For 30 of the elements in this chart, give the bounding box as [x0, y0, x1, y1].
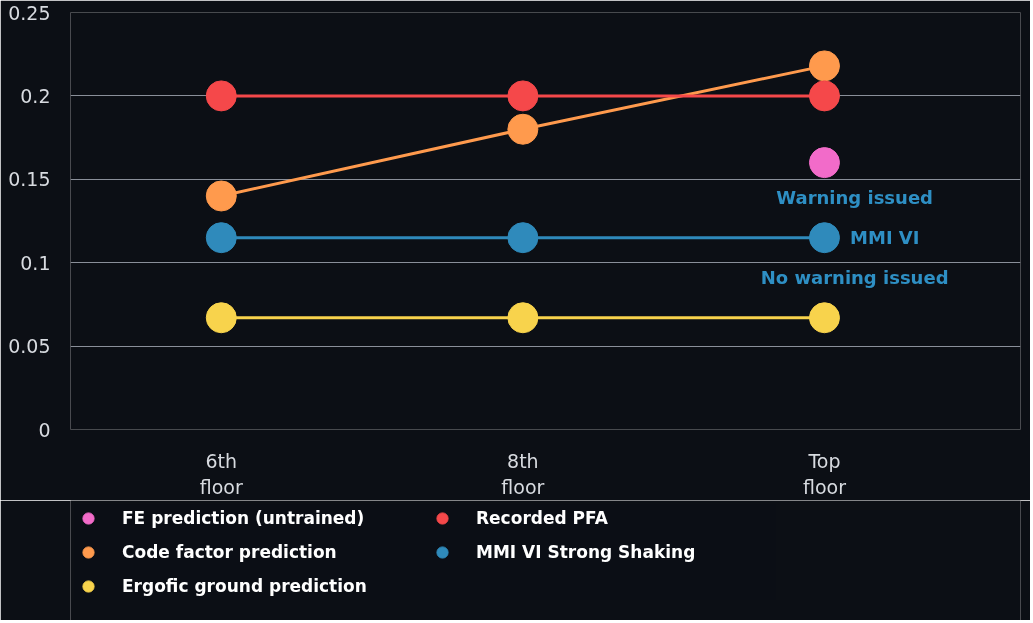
point: [205, 302, 237, 334]
y-tick-label: 0: [38, 418, 51, 441]
annotation: Warning issued: [776, 187, 933, 209]
y-tick-label: 0.15: [8, 168, 51, 191]
annotation: MMI VI: [850, 227, 920, 249]
point: [205, 80, 237, 112]
y-tick-label: 0.25: [8, 1, 51, 24]
x-tick-label: Top floor: [802, 449, 847, 498]
point: [808, 222, 840, 254]
point: [808, 302, 840, 334]
point: [507, 113, 539, 145]
legend-label: MMI VI Strong Shaking: [476, 542, 697, 562]
point: [808, 147, 840, 179]
point: [205, 180, 237, 212]
legend-label: Recorded PFA: [476, 508, 609, 528]
point: [808, 80, 840, 112]
point: [808, 50, 840, 82]
point: [507, 80, 539, 112]
y-tick-label: 0.2: [20, 84, 51, 107]
point: [205, 222, 237, 254]
legend-label: Code factor prediction: [122, 542, 338, 562]
point: [507, 302, 539, 334]
y-tick-label: 0.1: [20, 251, 51, 274]
y-tick-label: 0.05: [8, 335, 51, 358]
annotation: No warning issued: [760, 267, 949, 289]
legend-label: FE prediction (untrained): [122, 508, 366, 528]
legend-label: Ergofic ground prediction: [122, 576, 368, 596]
point: [507, 222, 539, 254]
x-tick-label: 6th floor: [199, 449, 243, 498]
x-tick-label: 8th floor: [501, 449, 545, 498]
